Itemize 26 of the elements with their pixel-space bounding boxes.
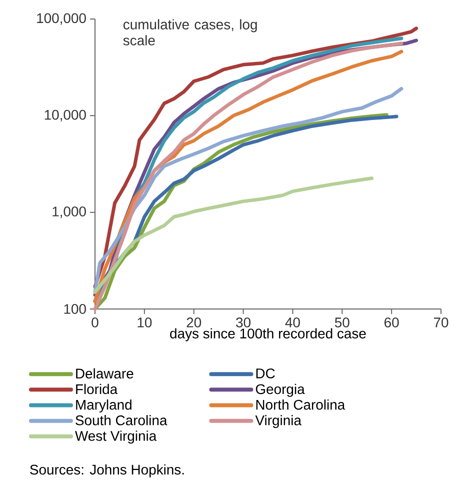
y-tick-label: 1,000 bbox=[52, 206, 86, 218]
x-tick-label: 10 bbox=[138, 318, 152, 328]
y-tick-label: 10,000 bbox=[44, 110, 86, 122]
legend-label: South Carolina bbox=[76, 415, 168, 426]
x-tick-label: 30 bbox=[236, 318, 250, 328]
y-tick-label: 100,000 bbox=[37, 13, 86, 25]
y-tick-label: 100 bbox=[64, 304, 86, 314]
x-tick-label: 20 bbox=[186, 318, 202, 328]
legend-label: North Carolina bbox=[256, 399, 346, 410]
x-tick-label: 60 bbox=[384, 318, 399, 328]
x-tick-label: 50 bbox=[334, 318, 350, 328]
legend-label: Maryland bbox=[76, 399, 132, 412]
line-series bbox=[93, 86, 404, 294]
line-series bbox=[93, 176, 374, 294]
legend-label: DC bbox=[256, 368, 275, 378]
x-tick-label: 70 bbox=[434, 318, 448, 328]
legend-label: Delaware bbox=[76, 368, 134, 379]
annotation: cumulative cases, log scale bbox=[123, 19, 257, 46]
legend-label: Virginia bbox=[255, 415, 302, 428]
x-tick-label: 0 bbox=[92, 318, 98, 328]
legend-label: Florida bbox=[76, 384, 118, 394]
x-axis-title: days since 100th recorded case bbox=[170, 328, 366, 342]
legend-label: Georgia bbox=[256, 384, 305, 397]
source-note: Sources: Johns Hopkins. bbox=[30, 464, 184, 478]
x-tick-label: 40 bbox=[285, 318, 300, 328]
legend-label: West Virginia bbox=[75, 430, 157, 444]
